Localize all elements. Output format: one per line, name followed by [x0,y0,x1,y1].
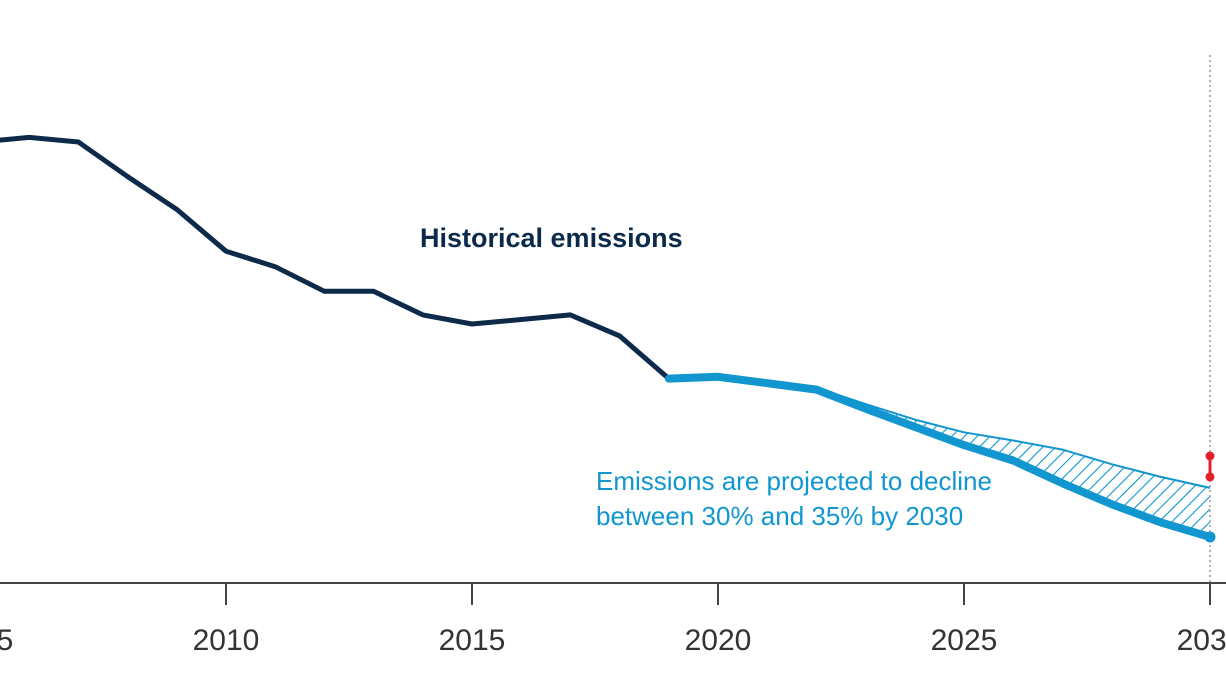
x-tick-label-2030: 2030 [1177,624,1226,657]
x-axis-ticks: 2005 2010 2015 2020 2025 2030 [0,583,1226,657]
projection-label-line1: Emissions are projected to decline [596,466,992,496]
projected-end-point [1204,531,1216,543]
projected-lower-line [664,372,1214,541]
x-tick-label-2010: 2010 [193,624,260,657]
target-range-bottom-dot [1205,472,1215,482]
x-tick-label-2025: 2025 [931,624,998,657]
projection-label-line2: between 30% and 35% by 2030 [596,501,963,531]
x-tick-label-2005: 2005 [0,624,13,657]
historical-emissions-label: Historical emissions [420,223,683,253]
x-tick-label-2020: 2020 [685,624,752,657]
target-range-marker [1205,451,1215,482]
x-tick-label-2015: 2015 [439,624,506,657]
historical-emissions-line [0,134,672,382]
target-range-top-dot [1205,451,1215,461]
